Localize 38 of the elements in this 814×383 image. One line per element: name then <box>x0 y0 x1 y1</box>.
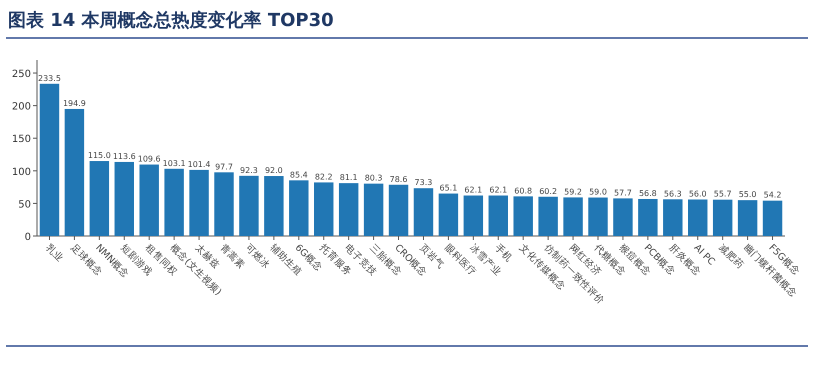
data-label: 56.3 <box>664 189 682 198</box>
data-label: 109.6 <box>138 154 161 164</box>
y-tick-label: 200 <box>12 102 31 113</box>
data-label: 56.8 <box>638 188 657 198</box>
data-label: 57.7 <box>614 188 632 198</box>
data-label: 85.4 <box>290 170 308 180</box>
data-label: 81.1 <box>340 173 358 182</box>
title: 图表 14 本周概念总热度变化率 TOP30 <box>8 10 334 31</box>
data-label: 56.0 <box>688 189 707 198</box>
data-label: 113.6 <box>112 152 136 161</box>
data-label: 55.0 <box>738 190 757 200</box>
data-label: 55.7 <box>714 190 732 199</box>
y-tick-label: 150 <box>12 134 31 146</box>
data-label: 101.4 <box>188 160 211 169</box>
data-label: 78.6 <box>390 174 408 184</box>
x-tick-label: 乳业 <box>43 242 66 264</box>
y-tick-label: 100 <box>12 166 31 178</box>
data-label: 194.9 <box>62 98 86 108</box>
data-label: 65.1 <box>439 184 458 193</box>
data-label: 54.2 <box>764 190 782 200</box>
data-label: 62.1 <box>464 186 482 195</box>
data-label: 97.7 <box>215 162 233 172</box>
data-label: 92.3 <box>240 166 258 175</box>
data-label: 59.2 <box>564 187 582 196</box>
data-label: 115.0 <box>88 151 111 160</box>
data-label: 92.0 <box>264 166 283 176</box>
y-tick-label: 50 <box>18 199 31 210</box>
data-label: 233.5 <box>38 74 61 83</box>
data-label: 82.2 <box>314 172 333 182</box>
y-tick-label: 250 <box>12 69 31 80</box>
data-label: 80.3 <box>364 174 383 183</box>
data-label: 62.1 <box>489 186 508 195</box>
data-label: 103.1 <box>162 158 186 168</box>
data-label: 60.8 <box>514 186 532 196</box>
data-label: 73.3 <box>414 178 432 188</box>
data-label: 59.0 <box>589 188 607 197</box>
y-tick-label: 0 <box>24 232 31 243</box>
data-label: 60.2 <box>539 186 558 196</box>
